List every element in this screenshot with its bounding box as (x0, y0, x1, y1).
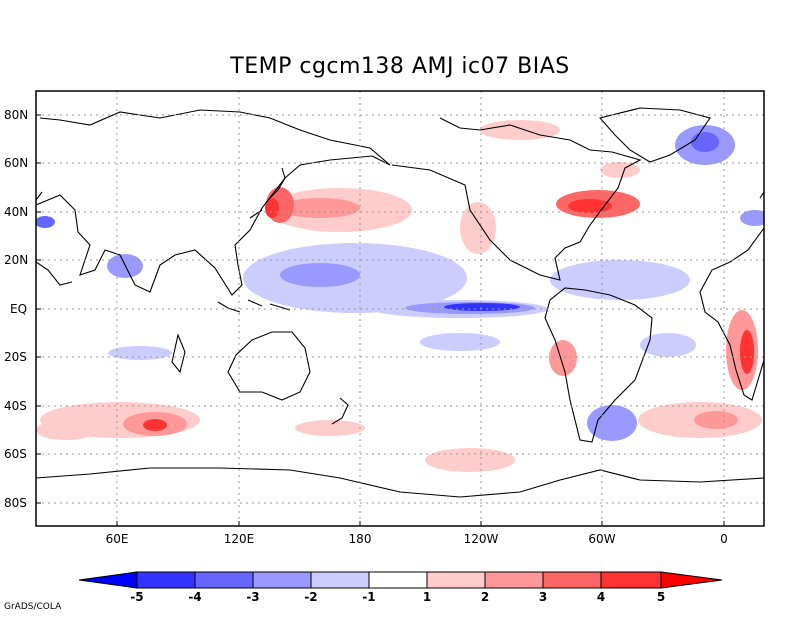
mediterranean-cold-anomaly (740, 210, 764, 226)
north-america-coast (391, 117, 642, 281)
lat-label-20N: 20N (4, 253, 29, 267)
equatorial-cold-anomaly-core (444, 303, 520, 311)
lon-label-120E: 120E (223, 532, 255, 546)
africa-coast (699, 227, 764, 401)
gulf-stream-warm-anomaly-core (568, 199, 612, 213)
lat-label-40S: 40S (4, 399, 27, 413)
south-america-coast (544, 287, 653, 443)
new-zealand-coast (331, 397, 349, 425)
west-med-cold-anomaly (36, 216, 55, 228)
lon-label-180: 180 (348, 532, 372, 546)
central-pacific-cold-anomaly-inner (280, 263, 360, 287)
colorbar-swatch-6 (426, 571, 486, 589)
benguela-warm-anomaly-core (740, 330, 754, 374)
colorbar-label-3: 3 (538, 590, 548, 604)
caribbean-cold-anomaly (550, 260, 690, 300)
north-pacific-warm-anomaly-inner (280, 198, 360, 218)
se-pacific-cold-anomaly (420, 333, 500, 351)
colorbar-swatch-9 (600, 571, 662, 589)
tasman-warm-anomaly (295, 420, 365, 436)
lat-label-EQ: EQ (10, 302, 28, 316)
n-atlantic-warm-anomaly (600, 162, 640, 178)
lon-label-60E: 60E (105, 532, 129, 546)
colorbar-label-m2: -2 (304, 590, 318, 604)
eurasia-coast (36, 109, 391, 296)
s-atlantic-cold-anomaly (640, 333, 696, 357)
colorbar-label-m4: -4 (188, 590, 202, 604)
map-title: TEMP cgcm138 AMJ ic07 BIAS (230, 54, 570, 79)
africa-coast-west (36, 261, 73, 286)
colorbar-label-4: 4 (596, 590, 606, 604)
indian-cold-anomaly (108, 346, 172, 360)
madagascar-coast (171, 333, 186, 374)
colorbar-swatch-3 (252, 571, 312, 589)
software-credit: GrADS/COLA (4, 602, 62, 612)
lat-label-80N: 80N (4, 108, 29, 122)
colorbar-label-5: 5 (656, 590, 666, 604)
lon-label-120W: 120W (463, 532, 499, 546)
colorbar-swatch-max (660, 571, 723, 589)
labrador-cold-anomaly-core (691, 132, 719, 152)
south-indian-warm-anomaly-core (143, 419, 167, 431)
colorbar-label-2: 2 (480, 590, 490, 604)
lon-label-60W: 60W (588, 532, 616, 546)
colorbar-swatch-2 (194, 571, 254, 589)
peru-warm-anomaly (549, 340, 577, 376)
tick-marks (36, 114, 725, 526)
grid-lines (36, 91, 764, 526)
colorbar-swatch-min (78, 571, 138, 589)
lon-label-0: 0 (720, 532, 728, 546)
indonesia-coast (217, 299, 291, 313)
australia-coast (227, 331, 311, 401)
antarctica-coast (36, 467, 764, 498)
japan-coast (249, 167, 286, 219)
anomaly-field (36, 120, 764, 472)
colorbar-swatch-8 (542, 571, 602, 589)
east-pacific-warm-anomaly (36, 420, 96, 440)
arctic-warm-anomaly (480, 120, 560, 140)
colorbar-label-m3: -3 (246, 590, 260, 604)
colorbar-swatch-5 (368, 571, 428, 589)
lat-label-20S: 20S (4, 350, 27, 364)
colorbar-label-m1: -1 (362, 590, 376, 604)
southern-pacific-warm-anomaly (425, 448, 515, 472)
colorbar-swatch-7 (484, 571, 544, 589)
lat-label-60N: 60N (4, 156, 29, 170)
greenland-coast (598, 107, 711, 163)
california-warm-anomaly (460, 202, 496, 254)
south-atlantic-warm-anomaly-core (694, 411, 738, 429)
colorbar-label-m5: -5 (130, 590, 144, 604)
colorbar-swatch-1 (136, 571, 196, 589)
brazil-malvinas-cold-anomaly (587, 405, 637, 441)
lat-label-80S: 80S (4, 496, 27, 510)
colorbar (78, 571, 723, 589)
colorbar-label-1: 1 (422, 590, 432, 604)
lat-label-60S: 60S (4, 447, 27, 461)
coastlines (36, 107, 764, 498)
kuroshio-warm-anomaly-core (265, 198, 279, 218)
colorbar-swatch-4 (310, 571, 370, 589)
lat-label-40N: 40N (4, 205, 29, 219)
